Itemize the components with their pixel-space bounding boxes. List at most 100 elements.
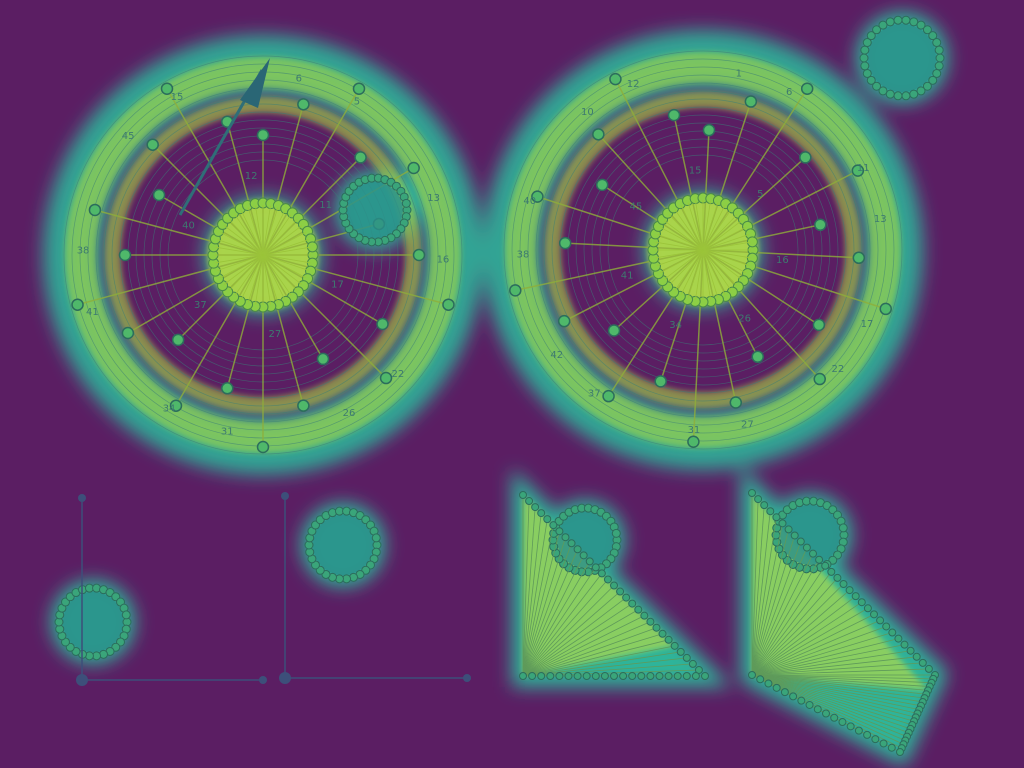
fan-spoke	[522, 507, 536, 677]
fan-node	[871, 735, 880, 744]
spoke	[702, 130, 710, 251]
wheel-label: 27	[741, 419, 754, 430]
blob-dot	[859, 53, 869, 63]
blob-dot	[922, 25, 932, 35]
spoke	[166, 88, 264, 256]
fan-spoke	[522, 609, 639, 677]
node	[813, 372, 826, 386]
fan-spoke	[751, 674, 911, 730]
axis-node	[259, 676, 267, 684]
spoke	[226, 254, 264, 389]
hub-spoke	[702, 249, 726, 295]
blob-dot	[885, 17, 895, 27]
hub-spoke	[262, 254, 292, 296]
fan-spoke	[522, 537, 566, 677]
hub-spoke	[680, 249, 704, 295]
spoke	[158, 194, 264, 256]
wheel-label: 5	[757, 189, 763, 200]
axis-node	[78, 494, 86, 502]
fan-spoke	[751, 577, 838, 676]
fan-node	[658, 629, 667, 638]
fan-spoke	[522, 567, 597, 677]
hub-spoke	[702, 249, 732, 291]
hub-spoke	[262, 254, 298, 291]
hub-spoke	[262, 219, 298, 256]
fan-node	[790, 531, 799, 540]
fan-node	[670, 641, 679, 650]
node	[146, 138, 159, 151]
node	[152, 188, 166, 202]
fan-spoke	[751, 656, 917, 676]
blob-dot	[121, 610, 131, 620]
ring	[575, 122, 831, 378]
spoke	[127, 254, 264, 334]
spoke	[702, 249, 820, 326]
hub-spoke	[663, 220, 704, 251]
node	[379, 371, 393, 385]
node	[221, 382, 234, 395]
node	[602, 389, 615, 403]
hub-spoke	[223, 225, 264, 256]
fan-spoke	[522, 591, 621, 677]
hub-spoke	[657, 249, 704, 266]
ring	[519, 66, 887, 434]
fan-node	[813, 705, 822, 714]
hub-node	[746, 236, 758, 248]
node	[88, 203, 102, 217]
fan-node	[870, 610, 878, 619]
wheel-labels: 6511131617222627313437413840451512165111…	[77, 69, 887, 438]
fan-spoke	[522, 555, 585, 677]
node	[595, 178, 609, 192]
fan-node	[561, 533, 570, 542]
wheel-label: 17	[331, 279, 344, 290]
hub-spoke	[234, 254, 264, 296]
wheel-label: 40	[182, 221, 195, 232]
hub-spoke	[262, 205, 271, 256]
fan-node	[519, 491, 527, 499]
fan-node	[887, 743, 896, 752]
fan-node	[655, 672, 664, 680]
hub-spoke	[702, 241, 751, 251]
fan-spoke	[751, 626, 887, 676]
wheel-label: 16	[437, 255, 450, 266]
hub-spoke	[674, 209, 704, 251]
wheel-label: 34	[669, 320, 682, 331]
fan-node	[610, 581, 618, 590]
fan-node	[646, 672, 655, 680]
blob-dot	[934, 45, 944, 55]
blob-dot	[371, 533, 381, 543]
blob-dot	[872, 25, 882, 35]
fan-node	[882, 622, 891, 631]
hub-spoke	[702, 202, 719, 251]
fan-spoke	[522, 573, 603, 677]
fan-node	[664, 672, 673, 680]
hub-spoke	[228, 219, 264, 256]
node	[607, 324, 621, 337]
node	[852, 251, 866, 265]
blob-dot	[901, 15, 911, 25]
blob-dot	[866, 75, 876, 85]
hub-spoke	[240, 254, 264, 300]
hub-spoke	[655, 241, 704, 251]
fan-spoke	[751, 674, 930, 687]
hub-spoke	[262, 254, 309, 271]
hub-spoke	[262, 210, 286, 256]
fan-spoke	[522, 639, 669, 677]
fan-spoke	[751, 668, 929, 676]
blob-dot	[893, 91, 903, 101]
hub-spoke	[262, 246, 311, 256]
node	[352, 82, 366, 95]
fan-spoke	[751, 650, 911, 676]
fan-spoke	[751, 595, 856, 676]
spoke	[702, 249, 859, 259]
wheel-label: 1	[736, 69, 742, 80]
node	[256, 440, 270, 454]
wheel-label: 22	[392, 369, 405, 380]
wheel-label: 11	[857, 163, 870, 174]
spoke	[262, 254, 383, 325]
hub-spoke	[702, 205, 726, 251]
node	[702, 123, 716, 137]
wheel-label: 31	[221, 426, 234, 437]
fan-spoke	[751, 589, 850, 676]
fan-node	[760, 501, 769, 510]
